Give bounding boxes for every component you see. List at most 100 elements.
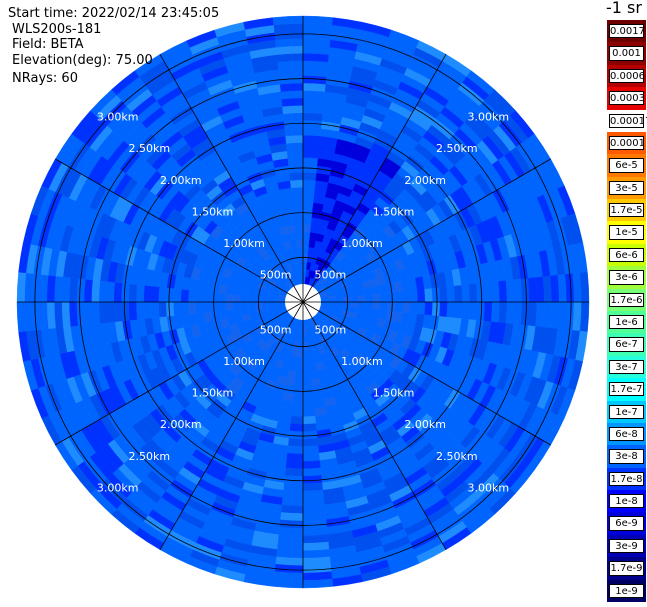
data-cell bbox=[210, 301, 219, 312]
data-cell bbox=[279, 82, 304, 92]
data-cell bbox=[275, 556, 304, 566]
colorbar-tick-label: 0.0001 bbox=[609, 135, 645, 151]
colorbar-tick-label: 1e-7 bbox=[609, 404, 644, 419]
data-cell bbox=[461, 301, 471, 320]
data-cell bbox=[490, 281, 500, 303]
data-cell bbox=[302, 356, 310, 365]
data-cell bbox=[424, 301, 433, 316]
data-cell bbox=[289, 172, 304, 181]
colorbar-tick-label: 0.0003 bbox=[609, 91, 645, 106]
colorbar-tick-label: 6e-7 bbox=[609, 337, 644, 352]
data-cell bbox=[364, 287, 373, 296]
range-label: 1.00km bbox=[341, 237, 383, 250]
azimuth-spoke bbox=[302, 301, 447, 550]
data-cell bbox=[276, 541, 304, 551]
data-cell bbox=[527, 277, 538, 303]
data-cell bbox=[468, 301, 478, 321]
data-cell bbox=[505, 279, 515, 303]
data-cell bbox=[527, 301, 538, 327]
data-cell bbox=[39, 274, 49, 303]
data-cell bbox=[180, 289, 190, 303]
data-cell bbox=[302, 246, 309, 255]
colorbar-tick-label: 1.7e-7 bbox=[609, 382, 644, 397]
data-cell bbox=[284, 127, 304, 137]
data-cell bbox=[520, 301, 530, 326]
data-cell bbox=[295, 364, 304, 373]
data-cell bbox=[446, 301, 456, 319]
data-cell bbox=[279, 75, 304, 85]
colorbar-tick-label: 3e-8 bbox=[609, 449, 644, 464]
range-label: 3.00km bbox=[97, 481, 139, 494]
data-cell bbox=[302, 549, 331, 559]
data-cell bbox=[240, 307, 250, 316]
data-cell bbox=[282, 489, 304, 499]
data-cell bbox=[128, 301, 138, 321]
data-cell bbox=[293, 386, 304, 395]
data-cell bbox=[302, 105, 324, 115]
data-cell bbox=[68, 277, 79, 303]
data-cell bbox=[557, 274, 567, 303]
data-cell bbox=[61, 301, 71, 328]
data-cell bbox=[292, 393, 304, 403]
range-label: 1.00km bbox=[341, 355, 383, 368]
data-cell bbox=[302, 164, 318, 174]
data-cell bbox=[262, 301, 271, 307]
data-cell bbox=[302, 120, 323, 129]
data-cell bbox=[290, 187, 304, 196]
data-cell bbox=[210, 292, 219, 303]
data-cell bbox=[285, 460, 304, 470]
data-cell bbox=[579, 271, 590, 303]
data-cell bbox=[240, 301, 249, 309]
data-cell bbox=[113, 282, 123, 303]
data-cell bbox=[572, 272, 582, 303]
data-cell bbox=[286, 452, 304, 462]
data-cell bbox=[483, 301, 493, 322]
data-cell bbox=[278, 526, 304, 537]
data-cell bbox=[302, 401, 315, 410]
data-cell bbox=[513, 278, 523, 303]
range-labels: 500m 500m 500m 500m 1.00km 1.00km 1.00km 1.00km… bbox=[97, 111, 509, 495]
data-cell bbox=[61, 276, 71, 303]
elevation-text: Elevation(deg): 75.00 bbox=[12, 53, 153, 68]
data-cell bbox=[91, 301, 101, 325]
range-label: 3.00km bbox=[97, 111, 139, 124]
data-cell bbox=[490, 301, 500, 323]
data-cell bbox=[302, 438, 319, 447]
data-cell bbox=[513, 301, 523, 326]
data-cell bbox=[302, 519, 327, 529]
data-cell bbox=[290, 408, 304, 417]
data-cell bbox=[83, 301, 93, 326]
data-cell bbox=[308, 355, 317, 365]
range-label: 2.50km bbox=[128, 450, 170, 463]
azimuth-spoke bbox=[159, 54, 304, 303]
colorbar-tick-label: 6e-6 bbox=[609, 247, 644, 263]
data-cell bbox=[283, 475, 304, 484]
data-cell bbox=[280, 90, 304, 100]
data-cell bbox=[302, 371, 312, 380]
data-cell bbox=[135, 284, 145, 303]
data-cell bbox=[54, 301, 64, 329]
data-cell bbox=[302, 423, 317, 432]
data-cell bbox=[121, 282, 130, 303]
data-cell bbox=[225, 293, 234, 303]
data-cell bbox=[68, 301, 79, 327]
data-cell bbox=[279, 519, 304, 529]
data-cell bbox=[416, 289, 426, 303]
data-cell bbox=[302, 452, 320, 462]
data-cell bbox=[302, 349, 309, 358]
field-text: Field: BETA bbox=[12, 37, 84, 52]
data-cell bbox=[302, 571, 333, 581]
range-label: 1.00km bbox=[223, 237, 265, 250]
data-cell bbox=[424, 288, 433, 303]
data-cell bbox=[387, 301, 396, 312]
data-cell bbox=[350, 296, 359, 303]
nrays-text: NRays: 60 bbox=[12, 71, 78, 86]
data-cell bbox=[281, 497, 304, 507]
data-cell bbox=[143, 301, 153, 319]
data-cell bbox=[277, 534, 304, 544]
data-cell bbox=[476, 282, 485, 303]
data-cell bbox=[302, 38, 331, 48]
data-cell bbox=[283, 120, 304, 129]
data-cell bbox=[302, 112, 323, 122]
data-cell bbox=[302, 327, 307, 336]
